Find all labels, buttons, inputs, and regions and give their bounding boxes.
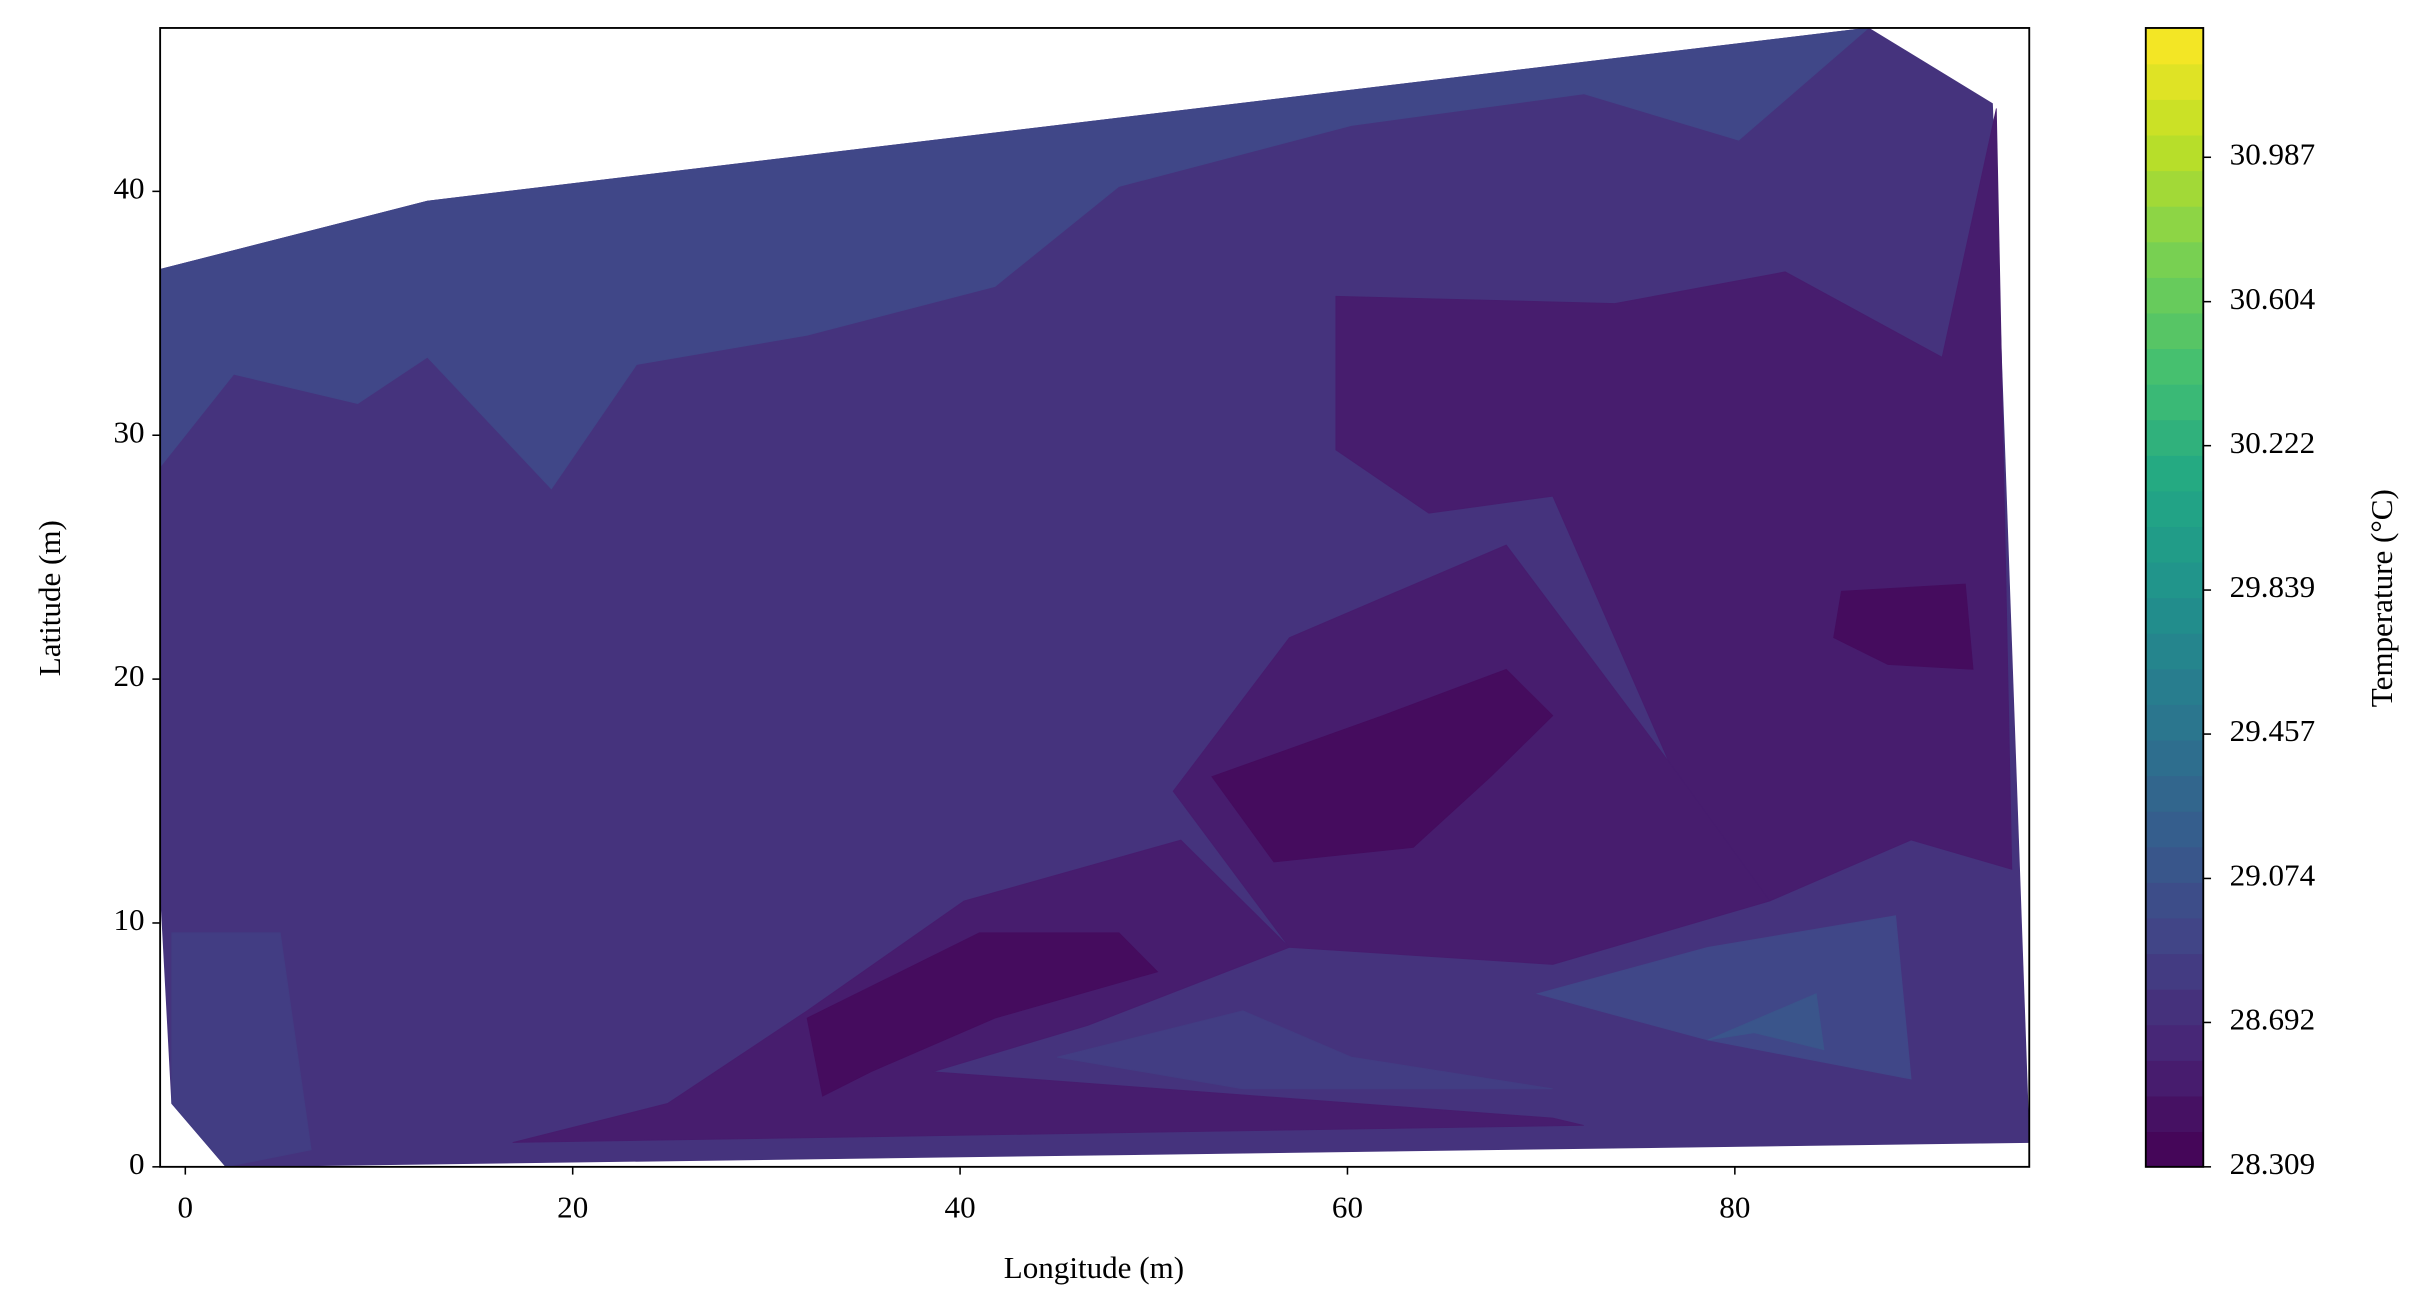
colorbar-band <box>2145 419 2204 456</box>
colorbar-band <box>2145 810 2204 848</box>
contour-region <box>171 932 312 1167</box>
colorbar-tick-label: 29.839 <box>2230 569 2315 604</box>
y-tick-label: 0 <box>129 1146 145 1181</box>
contour-region <box>1211 668 1554 863</box>
y-axis-label: Latitude (m) <box>32 520 67 676</box>
colorbar-band <box>2145 63 2204 100</box>
y-tick-label: 40 <box>114 170 145 205</box>
contour-region <box>160 27 1870 490</box>
colorbar-label: Temperature (°C) <box>2364 489 2399 707</box>
colorbar-band <box>2145 277 2204 314</box>
colorbar-band <box>2145 561 2204 599</box>
y-tick-label: 30 <box>114 414 145 449</box>
contour-region <box>1707 993 1825 1051</box>
colorbar-tick-label: 30.222 <box>2230 425 2315 460</box>
colorbar-band <box>2145 490 2204 528</box>
colorbar-band <box>2145 917 2204 955</box>
colorbar-band <box>2145 988 2204 1026</box>
x-tick-label: 0 <box>178 1189 194 1224</box>
plot-frame <box>159 27 2031 1168</box>
colorbar-band <box>2145 134 2204 172</box>
contour-region <box>1335 108 2013 902</box>
colorbar-band <box>2145 704 2204 741</box>
colorbar-tick-label: 29.457 <box>2230 713 2315 748</box>
colorbar-band <box>2145 632 2204 670</box>
colorbar-band <box>2145 882 2204 919</box>
x-tick-label: 40 <box>945 1189 976 1224</box>
colorbar-band <box>2145 846 2204 883</box>
colorbar-band <box>2145 1095 2204 1133</box>
colorbar-band <box>2145 99 2204 136</box>
colorbar-band <box>2145 1131 2204 1168</box>
y-tick-label: 10 <box>114 902 145 937</box>
colorbar-band <box>2145 348 2204 385</box>
colorbar-band <box>2145 312 2204 350</box>
contour-region <box>1833 583 1974 670</box>
y-tick-label: 20 <box>114 658 145 693</box>
colorbar-tick-label: 30.604 <box>2230 281 2316 316</box>
colorbar-band <box>2145 739 2204 777</box>
x-axis-label: Longitude (m) <box>1004 1250 1184 1285</box>
contour-region <box>806 932 1159 1097</box>
x-tick-label: 80 <box>1719 1189 1750 1224</box>
colorbar-tick-label: 29.074 <box>2230 858 2316 893</box>
colorbar-tick-label: 30.987 <box>2230 136 2315 171</box>
colorbar-band <box>2145 241 2204 278</box>
colorbar-tick-label: 28.309 <box>2230 1146 2315 1181</box>
colorbar-band <box>2145 455 2204 492</box>
colorbar-band <box>2145 775 2204 812</box>
colorbar-band <box>2145 170 2204 207</box>
colorbar-tick-label: 28.692 <box>2230 1002 2315 1037</box>
colorbar-band <box>2145 668 2204 705</box>
colorbar-band <box>2145 383 2204 421</box>
contour-region <box>1056 1010 1553 1090</box>
colorbar-band <box>2145 597 2204 634</box>
x-tick-label: 20 <box>557 1189 588 1224</box>
colorbar-band <box>2145 953 2204 990</box>
colorbar-band <box>2145 1060 2204 1097</box>
colorbar-frame <box>2144 27 2205 1168</box>
colorbar-band <box>2145 27 2204 65</box>
x-tick-label: 60 <box>1332 1189 1363 1224</box>
colorbar-band <box>2145 1024 2204 1061</box>
colorbar-band <box>2145 205 2204 243</box>
colorbar-band <box>2145 526 2204 563</box>
